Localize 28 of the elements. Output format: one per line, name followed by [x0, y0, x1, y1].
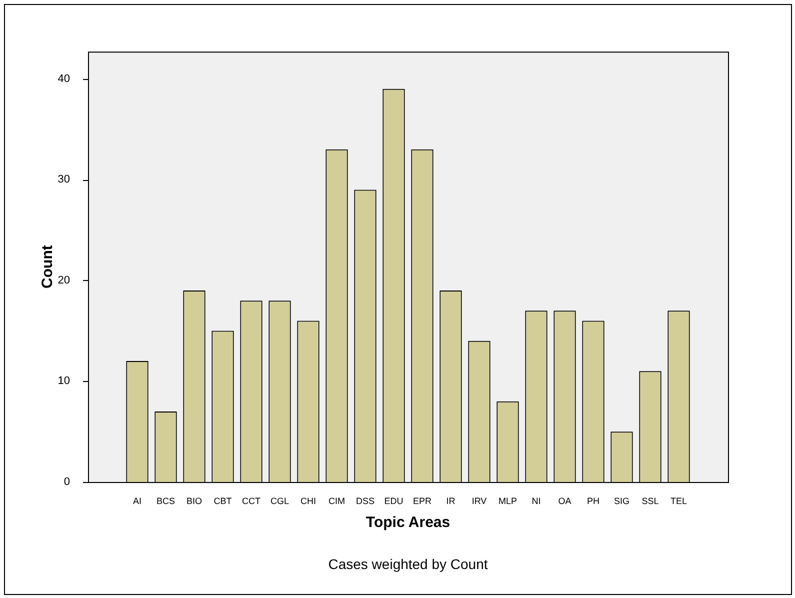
x-tick-label: BIO: [186, 496, 202, 506]
x-tick-label: AI: [132, 496, 142, 506]
y-axis-title: Count: [39, 245, 56, 288]
x-tick-label: PH: [586, 496, 600, 506]
x-tick-label: BCS: [156, 496, 176, 506]
x-tick-label: NI: [532, 496, 541, 506]
x-tick-label: CIM: [328, 496, 345, 506]
y-tick-label: 0: [64, 476, 70, 488]
x-axis-title: Topic Areas: [366, 514, 450, 532]
x-tick-label: CBT: [214, 496, 232, 506]
x-tick-label: OA: [558, 496, 572, 506]
x-tick-label: CCT: [242, 496, 261, 506]
x-tick-label: TEL: [670, 496, 688, 506]
y-tick-label: 20: [58, 274, 70, 286]
y-tick-label: 10: [58, 375, 70, 388]
x-tick-label: DSS: [356, 496, 375, 506]
x-tick-label: IRV: [472, 496, 487, 506]
y-tick-label: 40: [58, 72, 70, 85]
x-tick-label: SIG: [614, 496, 630, 506]
text: Cases weighted by Count: [328, 556, 488, 572]
x-tick-label: CHI: [300, 496, 316, 506]
x-tick-label: MLP: [498, 496, 518, 506]
x-tick-label: EDU: [384, 496, 404, 506]
x-tick-label: EPR: [412, 496, 432, 506]
x-tick-label: IR: [446, 496, 456, 506]
x-tick-label: CGL: [270, 496, 290, 506]
y-tick-label: 30: [58, 174, 70, 186]
x-tick-label: SSL: [642, 496, 659, 506]
